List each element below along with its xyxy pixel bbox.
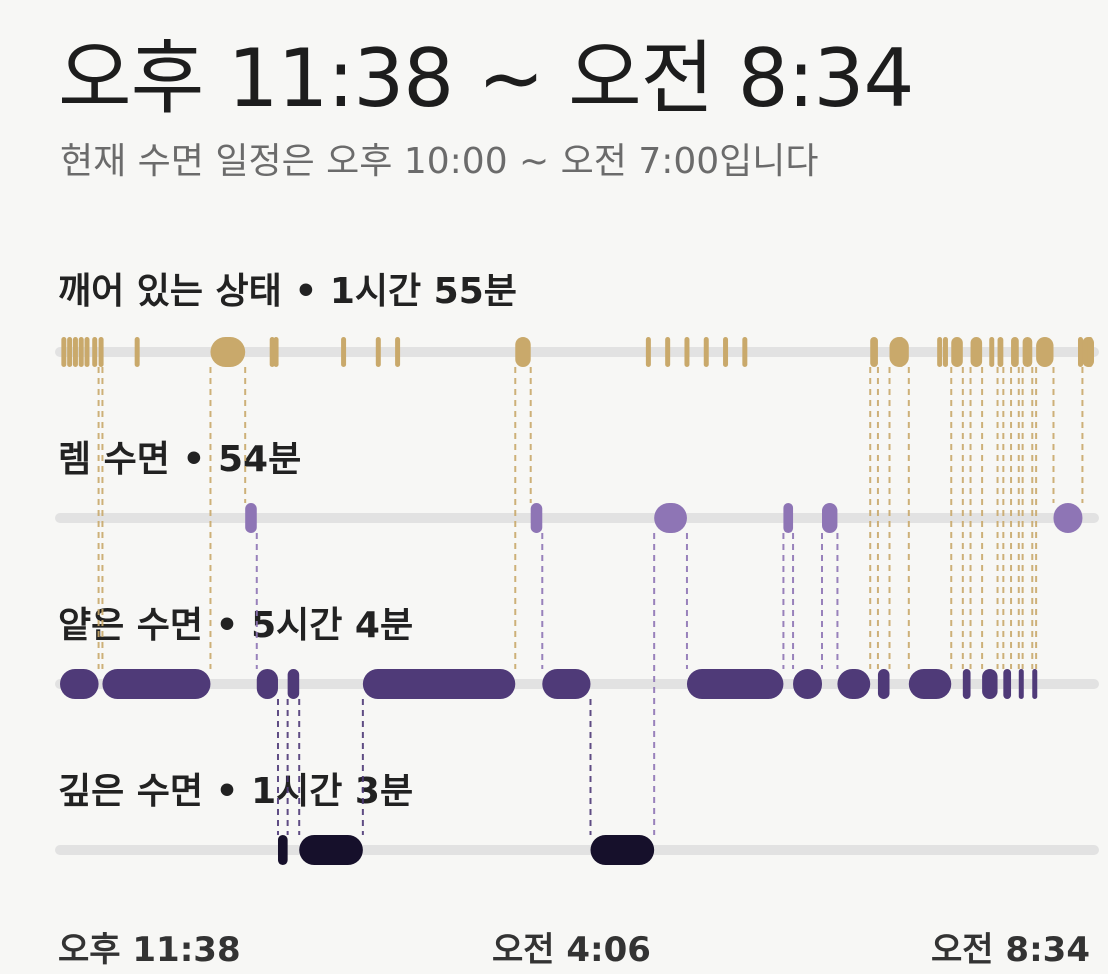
awake-segment <box>870 337 878 367</box>
awake-blip <box>341 337 347 367</box>
rem-segment <box>821 503 838 533</box>
light-segment <box>877 669 890 699</box>
awake-blip <box>72 337 78 367</box>
light-segment <box>287 669 300 699</box>
rem-segment <box>245 503 257 533</box>
awake-segment <box>997 337 1004 367</box>
awake-blip <box>723 337 729 367</box>
light-segment <box>1003 669 1012 699</box>
awake-blip <box>273 337 279 367</box>
deep-stage-label: 깊은 수면 • 1시간 3분 <box>58 771 414 812</box>
awake-segment <box>1022 337 1033 367</box>
awake-blip <box>684 337 690 367</box>
light-segment <box>793 669 822 699</box>
page-title: 오후 11:38 ~ 오전 8:34 <box>58 32 914 125</box>
awake-segment <box>970 337 983 367</box>
light-segment <box>962 669 971 699</box>
awake-segment <box>951 337 963 367</box>
light-stage-label: 얕은 수면 • 5시간 4분 <box>58 605 414 646</box>
rem-segment <box>783 503 794 533</box>
awake-segment <box>1011 337 1019 367</box>
rem-segment <box>530 503 543 533</box>
deep-segment <box>277 835 288 865</box>
awake-blip <box>375 337 381 367</box>
awake-blip <box>269 337 275 367</box>
awake-blip <box>395 337 401 367</box>
start-time-label: 오후 11:38 <box>58 930 241 970</box>
awake-blip <box>134 337 140 367</box>
awake-blip <box>92 337 98 367</box>
awake-blip <box>645 337 651 367</box>
awake-blip <box>67 337 73 367</box>
light-segment <box>1032 669 1038 699</box>
awake-blip <box>84 337 90 367</box>
awake-blip <box>742 337 748 367</box>
awake-segment <box>98 337 104 367</box>
sleep-schedule-subtitle: 현재 수면 일정은 오후 10:00 ~ 오전 7:00입니다 <box>60 141 819 182</box>
deep-segment <box>299 835 363 865</box>
light-segment <box>837 669 871 699</box>
awake-blip <box>61 337 67 367</box>
awake-segment <box>210 337 246 367</box>
awake-stage-label: 깨어 있는 상태 • 1시간 55분 <box>58 271 517 312</box>
awake-blip <box>78 337 84 367</box>
awake-blip <box>1077 337 1083 367</box>
light-segment <box>542 669 591 699</box>
awake-blip <box>665 337 671 367</box>
middle-time-label: 오전 4:06 <box>492 930 651 970</box>
awake-blip <box>989 337 995 367</box>
awake-blip <box>1087 337 1093 367</box>
light-segment <box>1018 669 1024 699</box>
light-segment <box>686 669 784 699</box>
light-segment <box>256 669 278 699</box>
light-segment <box>362 669 516 699</box>
rem-segment <box>654 503 687 533</box>
deep-segment <box>590 835 655 865</box>
rem-segment <box>1053 503 1083 533</box>
awake-segment <box>1036 337 1054 367</box>
awake-blip <box>898 337 904 367</box>
awake-blip <box>942 337 948 367</box>
awake-blip <box>703 337 709 367</box>
light-segment <box>982 669 998 699</box>
awake-segment <box>515 337 531 367</box>
light-segment <box>102 669 211 699</box>
end-time-label: 오전 8:34 <box>931 930 1090 970</box>
light-segment <box>908 669 952 699</box>
light-segment <box>60 669 99 699</box>
awake-blip <box>937 337 943 367</box>
